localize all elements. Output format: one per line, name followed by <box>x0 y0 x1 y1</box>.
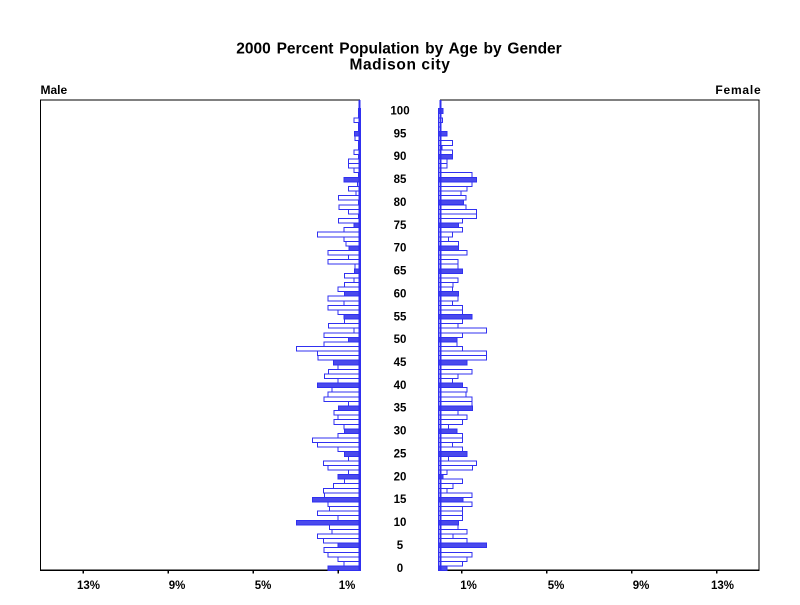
svg-text:9%: 9% <box>169 580 186 592</box>
svg-text:5%: 5% <box>548 580 565 592</box>
svg-text:20: 20 <box>394 471 407 483</box>
svg-text:0: 0 <box>397 563 403 575</box>
svg-text:55: 55 <box>394 311 407 323</box>
svg-text:13%: 13% <box>77 580 100 592</box>
svg-text:60: 60 <box>394 288 407 300</box>
svg-text:80: 80 <box>394 197 407 209</box>
svg-text:95: 95 <box>394 128 407 140</box>
svg-text:90: 90 <box>394 151 407 163</box>
svg-text:30: 30 <box>394 426 407 438</box>
svg-text:13%: 13% <box>711 580 734 592</box>
svg-text:65: 65 <box>394 266 407 278</box>
svg-text:5: 5 <box>397 540 404 552</box>
svg-text:Madison city: Madison city <box>349 57 450 74</box>
svg-text:70: 70 <box>394 243 407 255</box>
svg-text:75: 75 <box>394 220 407 232</box>
svg-text:100: 100 <box>390 106 409 118</box>
svg-text:45: 45 <box>394 357 407 369</box>
svg-text:Male: Male <box>41 83 68 97</box>
svg-text:5%: 5% <box>255 580 272 592</box>
svg-text:40: 40 <box>394 380 407 392</box>
svg-text:1%: 1% <box>339 580 356 592</box>
svg-text:9%: 9% <box>633 580 650 592</box>
svg-text:Female: Female <box>715 83 761 97</box>
svg-text:35: 35 <box>394 403 407 415</box>
svg-text:15: 15 <box>394 494 407 506</box>
svg-text:2000 Percent Population by Age: 2000 Percent Population by Age by Gender <box>236 41 561 58</box>
svg-text:10: 10 <box>394 517 407 529</box>
svg-text:50: 50 <box>394 334 407 346</box>
svg-text:25: 25 <box>394 449 407 461</box>
svg-text:85: 85 <box>394 174 407 186</box>
svg-text:1%: 1% <box>460 580 477 592</box>
